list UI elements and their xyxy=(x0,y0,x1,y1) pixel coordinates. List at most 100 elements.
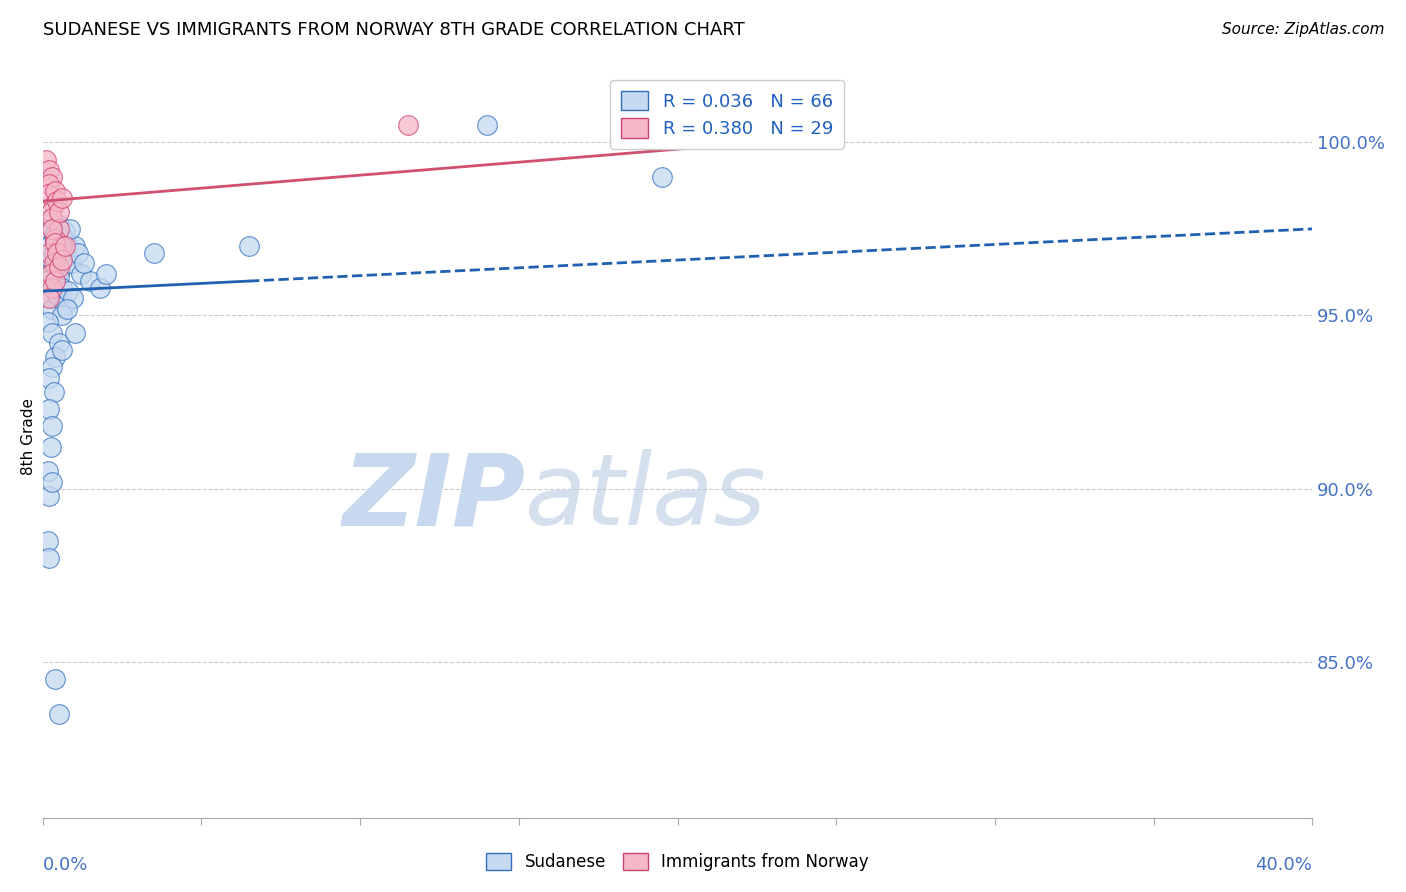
Point xyxy=(56,239,79,253)
Point xyxy=(38,401,60,416)
Point xyxy=(38,163,60,178)
Legend: Sudanese, Immigrants from Norway: Sudanese, Immigrants from Norway xyxy=(479,847,876,878)
Point xyxy=(42,256,65,270)
Point xyxy=(41,326,63,340)
Point xyxy=(38,177,60,191)
Point xyxy=(35,153,58,167)
Point xyxy=(37,533,59,548)
Point xyxy=(41,301,63,316)
Point xyxy=(651,169,673,184)
Point xyxy=(96,267,118,281)
Point xyxy=(46,246,69,260)
Point xyxy=(55,301,77,316)
Point xyxy=(46,235,69,250)
Point xyxy=(38,371,60,385)
Point xyxy=(44,672,66,686)
Point xyxy=(48,260,70,274)
Point xyxy=(39,291,62,305)
Point xyxy=(46,194,69,208)
Point xyxy=(59,222,82,236)
Point xyxy=(41,256,63,270)
Point xyxy=(730,118,752,132)
Point xyxy=(39,440,62,454)
Point xyxy=(41,281,63,295)
Point xyxy=(79,274,101,288)
Point xyxy=(53,298,76,312)
Point xyxy=(42,384,65,399)
Point xyxy=(49,243,72,257)
Text: Source: ZipAtlas.com: Source: ZipAtlas.com xyxy=(1222,22,1385,37)
Point xyxy=(48,219,70,233)
Point xyxy=(51,191,73,205)
Point xyxy=(38,550,60,565)
Point xyxy=(39,204,62,219)
Point xyxy=(63,239,86,253)
Point xyxy=(37,315,59,329)
Point xyxy=(51,281,73,295)
Point xyxy=(63,326,86,340)
Text: ZIP: ZIP xyxy=(342,450,526,546)
Point xyxy=(38,277,60,292)
Point xyxy=(51,239,73,253)
Point xyxy=(56,284,79,298)
Point xyxy=(41,360,63,375)
Y-axis label: 8th Grade: 8th Grade xyxy=(21,398,35,475)
Point xyxy=(37,464,59,478)
Point xyxy=(44,232,66,246)
Point xyxy=(52,253,75,268)
Point xyxy=(60,256,83,270)
Point xyxy=(48,222,70,236)
Point xyxy=(49,263,72,277)
Point xyxy=(62,291,84,305)
Point xyxy=(48,336,70,351)
Point xyxy=(53,239,76,253)
Point xyxy=(39,211,62,226)
Point xyxy=(42,246,65,260)
Point xyxy=(39,267,62,281)
Point xyxy=(38,489,60,503)
Point xyxy=(51,253,73,268)
Point xyxy=(238,239,260,253)
Point xyxy=(44,235,66,250)
Point xyxy=(89,281,111,295)
Point xyxy=(41,169,63,184)
Point xyxy=(53,250,76,264)
Point xyxy=(38,291,60,305)
Point xyxy=(37,222,59,236)
Point xyxy=(46,246,69,260)
Point xyxy=(38,239,60,253)
Point xyxy=(46,287,69,301)
Point xyxy=(51,343,73,357)
Point xyxy=(41,222,63,236)
Point xyxy=(42,197,65,211)
Point xyxy=(53,225,76,239)
Point xyxy=(44,232,66,246)
Point xyxy=(51,309,73,323)
Point xyxy=(48,706,70,721)
Text: 40.0%: 40.0% xyxy=(1256,855,1312,874)
Point xyxy=(37,187,59,202)
Text: atlas: atlas xyxy=(526,450,766,546)
Point xyxy=(41,419,63,434)
Point xyxy=(51,228,73,243)
Point xyxy=(42,228,65,243)
Point xyxy=(475,118,498,132)
Text: 0.0%: 0.0% xyxy=(42,855,89,874)
Point xyxy=(44,260,66,274)
Point xyxy=(38,246,60,260)
Point xyxy=(73,256,96,270)
Point xyxy=(38,267,60,281)
Point xyxy=(70,267,93,281)
Point xyxy=(41,475,63,489)
Text: SUDANESE VS IMMIGRANTS FROM NORWAY 8TH GRADE CORRELATION CHART: SUDANESE VS IMMIGRANTS FROM NORWAY 8TH G… xyxy=(42,21,745,39)
Point xyxy=(48,204,70,219)
Point xyxy=(142,246,165,260)
Point xyxy=(44,274,66,288)
Point xyxy=(697,118,720,132)
Point xyxy=(66,246,89,260)
Point xyxy=(48,270,70,285)
Point xyxy=(44,350,66,364)
Point xyxy=(51,235,73,250)
Point xyxy=(44,184,66,198)
Point xyxy=(44,274,66,288)
